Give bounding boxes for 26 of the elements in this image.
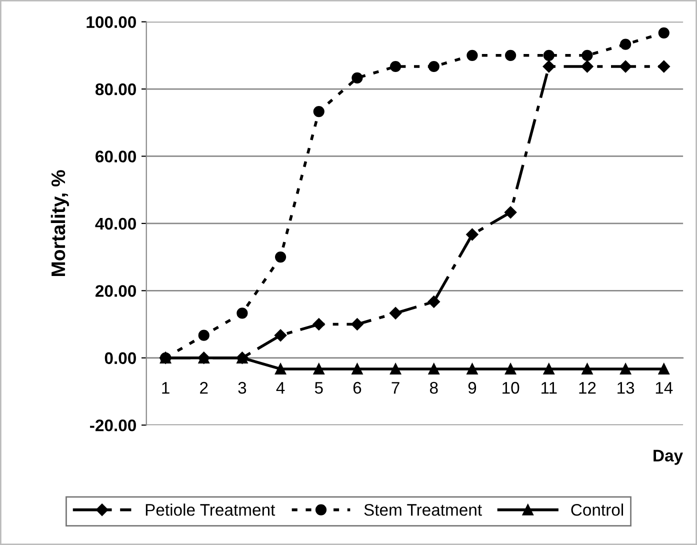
y-tick-label: 40.00 [95,218,136,230]
x-tick-label: 3 [238,382,246,394]
legend-label: Stem Treatment [364,504,482,516]
legend-label: Control [571,504,624,516]
y-axis-title: Mortality, % [50,170,70,276]
x-axis-title: Day [654,450,683,465]
y-tick-label: 0.00 [104,352,136,364]
y-tick-label: 80.00 [95,83,136,96]
x-tick-label: 9 [468,382,476,394]
x-tick-label: 8 [430,382,438,394]
x-tick-label: 10 [502,382,520,394]
x-tick-label: 4 [276,382,285,394]
x-tick-label: 12 [579,382,596,394]
y-tick-label: 20.00 [96,285,136,297]
legend-label: Petiole Treatment [146,504,276,516]
x-tick-label: 5 [314,382,323,394]
x-tick-label: 6 [353,382,362,394]
y-tick-label: 100.00 [86,16,136,28]
x-tick-label: 13 [618,382,634,394]
x-tick-label: 2 [200,382,208,394]
x-tick-label: 7 [392,382,400,394]
x-tick-label: 11 [542,382,557,394]
x-tick-label: 1 [162,382,170,394]
x-tick-label: 14 [656,382,673,394]
y-tick-label: 60.00 [96,150,136,162]
y-tick-label: -20.00 [90,420,136,432]
